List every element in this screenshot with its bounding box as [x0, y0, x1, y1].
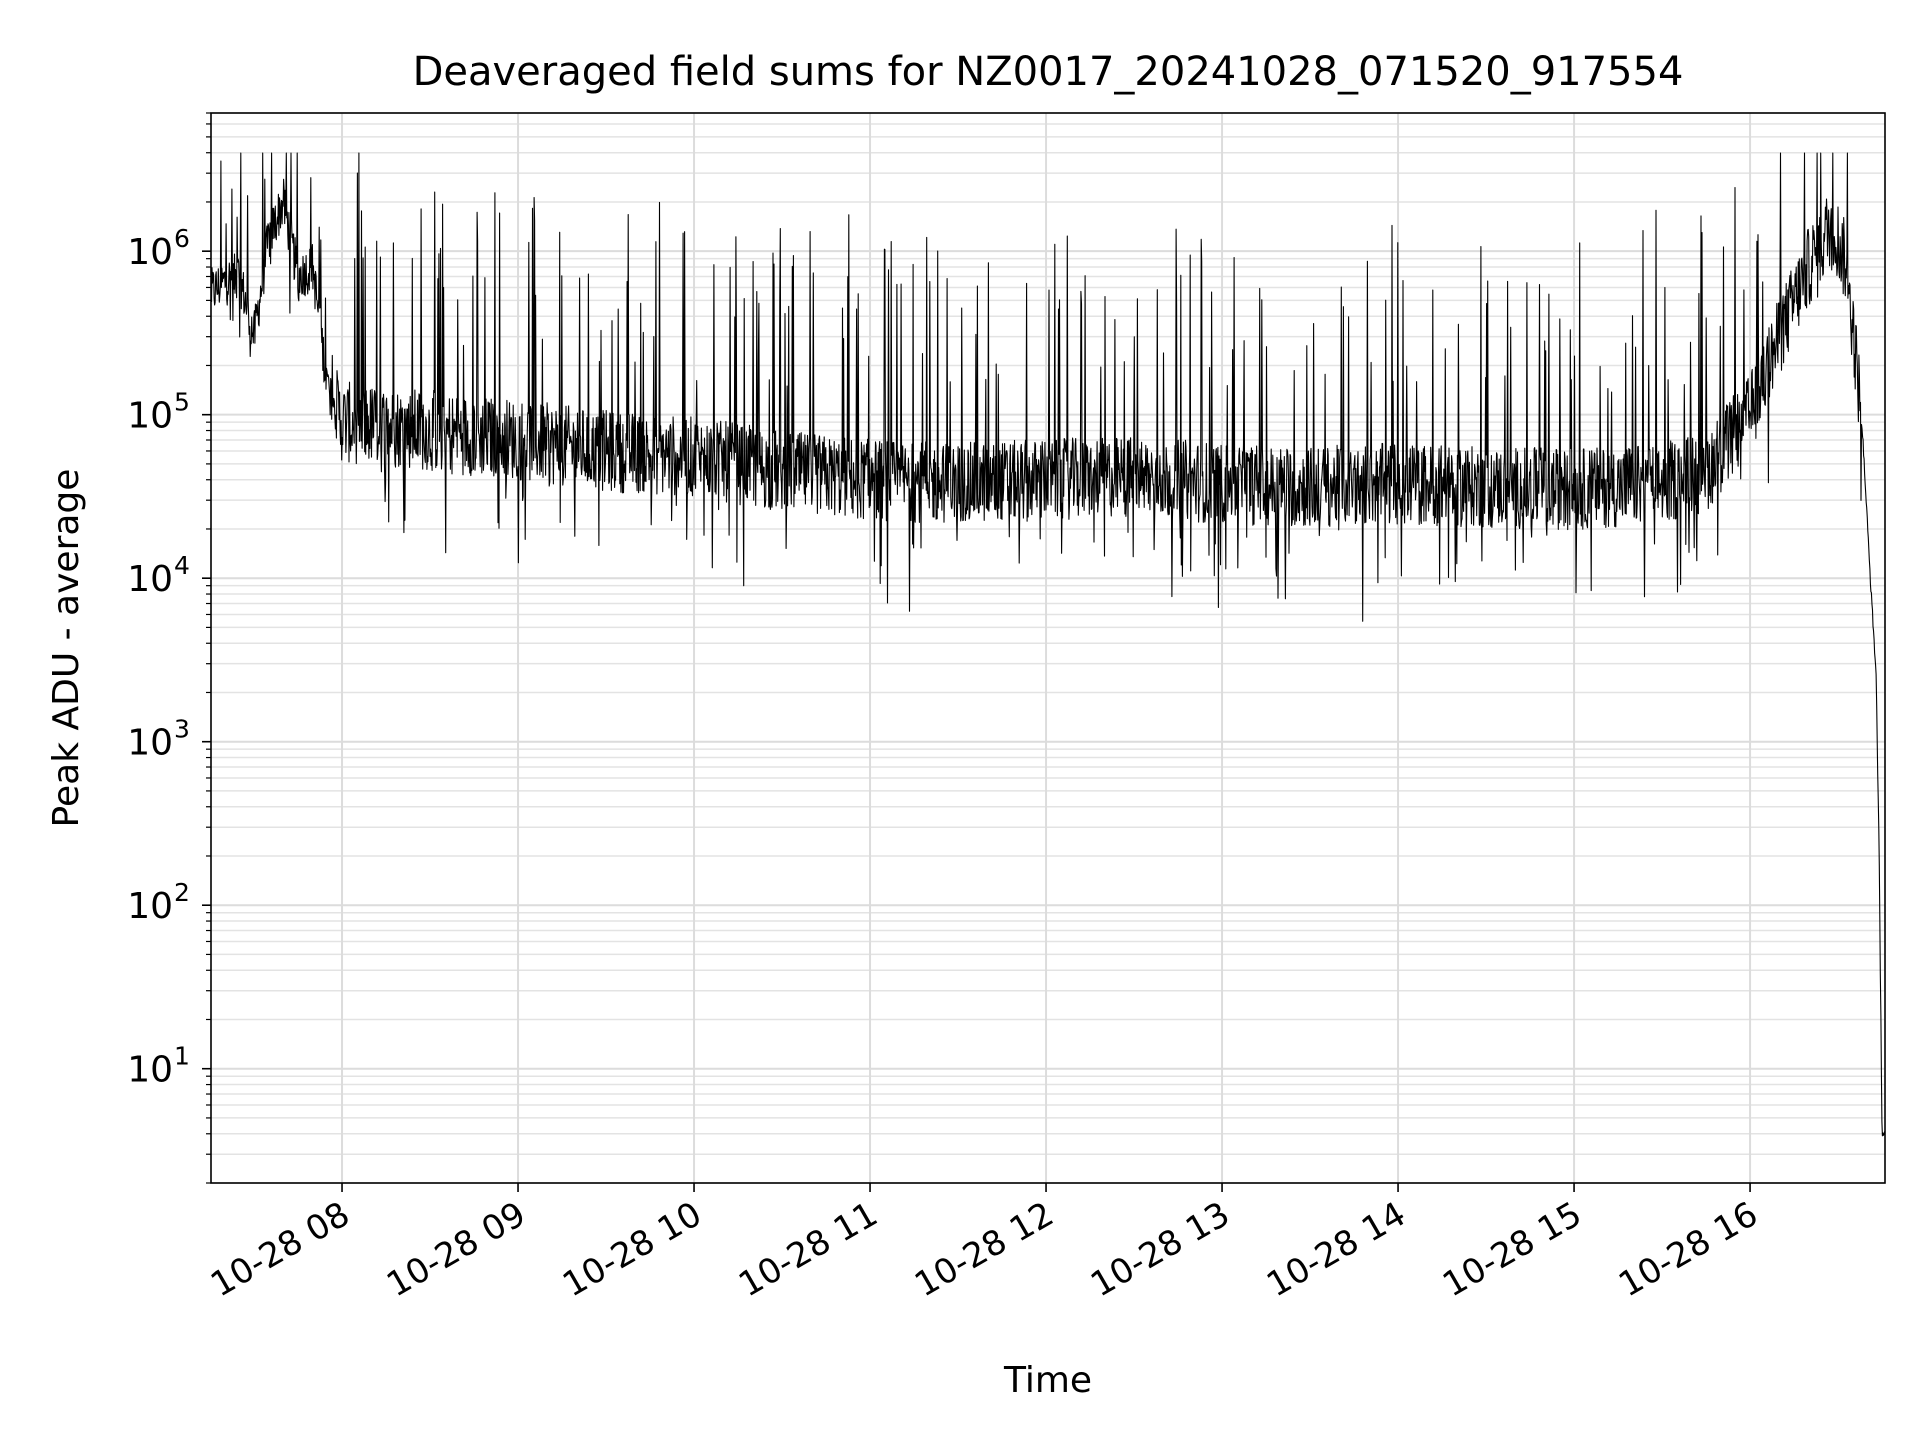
y-tick-label: 10 — [127, 396, 173, 437]
y-tick-label: 10 — [127, 886, 173, 927]
y-tick-exponent: 6 — [174, 224, 190, 253]
y-tick-label: 10 — [127, 559, 173, 600]
series-line — [210, 152, 1886, 1137]
y-tick-exponent: 2 — [174, 878, 190, 907]
y-tick-label: 10 — [127, 723, 173, 764]
y-axis-label: Peak ADU - average — [46, 469, 87, 828]
y-tick-exponent: 1 — [174, 1042, 190, 1071]
plot-frame — [210, 112, 1886, 1184]
y-tick-exponent: 4 — [174, 551, 190, 580]
y-tick-exponent: 5 — [174, 388, 190, 417]
minor-grid — [211, 112, 1885, 1184]
chart-title: Deaveraged field sums for NZ0017_2024102… — [413, 49, 1684, 95]
y-tick-exponent: 3 — [174, 715, 190, 744]
y-tick-label: 10 — [127, 232, 173, 273]
y-tick-label: 10 — [127, 1050, 173, 1091]
x-axis-label: Time — [1003, 1360, 1092, 1401]
